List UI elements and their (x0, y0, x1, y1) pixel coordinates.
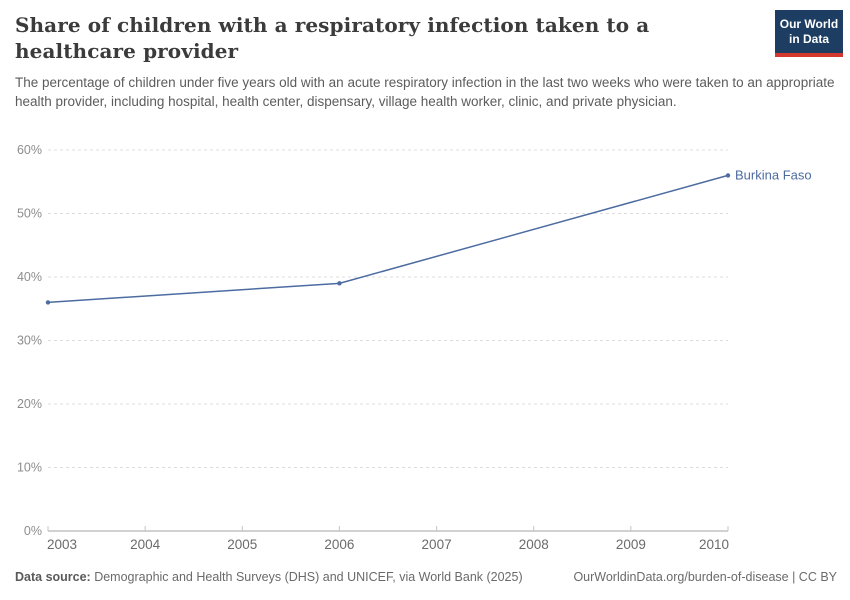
owid-logo-text: Our World in Data (775, 10, 843, 53)
x-tick-label: 2007 (422, 537, 452, 552)
series-line (47, 174, 729, 304)
x-tick-label: 2005 (227, 537, 257, 552)
x-tick-label: 2006 (324, 537, 354, 552)
y-tick-label: 0% (24, 524, 42, 538)
y-tick-label: 50% (17, 207, 42, 221)
data-source-note: Data source: Demographic and Health Surv… (15, 570, 523, 585)
y-tick-label: 30% (17, 334, 42, 348)
chart-footer: Data source: Demographic and Health Surv… (15, 570, 837, 585)
x-tick-label: 2008 (519, 537, 549, 552)
data-source-text: Demographic and Health Surveys (DHS) and… (90, 570, 523, 584)
owid-logo-accent-bar (775, 53, 843, 57)
data-point (337, 281, 342, 286)
owid-citation-link[interactable]: OurWorldinData.org/burden-of-disease | C… (573, 570, 837, 584)
data-source-label: Data source: (15, 570, 91, 584)
y-tick-label: 40% (17, 270, 42, 284)
x-tick-label: 2009 (616, 537, 646, 552)
chart-title: Share of children with a respiratory inf… (15, 13, 650, 64)
y-tick-label: 20% (17, 397, 42, 411)
y-tick-label: 10% (17, 461, 42, 475)
line-chart: 0% 10% 20% 30% 40% 50% 60% 2003 2004 2005 2006 2007… (17, 143, 812, 552)
data-point (45, 300, 51, 305)
series-entity-label: Burkina Faso (735, 167, 812, 182)
x-tick-label: 2010 (699, 537, 729, 552)
owid-logo: Our World in Data (775, 10, 843, 57)
x-tick-label: 2004 (130, 537, 161, 552)
x-tick-label: 2003 (47, 537, 77, 552)
y-tick-label: 60% (17, 143, 42, 157)
data-point (725, 173, 731, 178)
chart-subtitle: The percentage of children under five ye… (15, 75, 835, 109)
